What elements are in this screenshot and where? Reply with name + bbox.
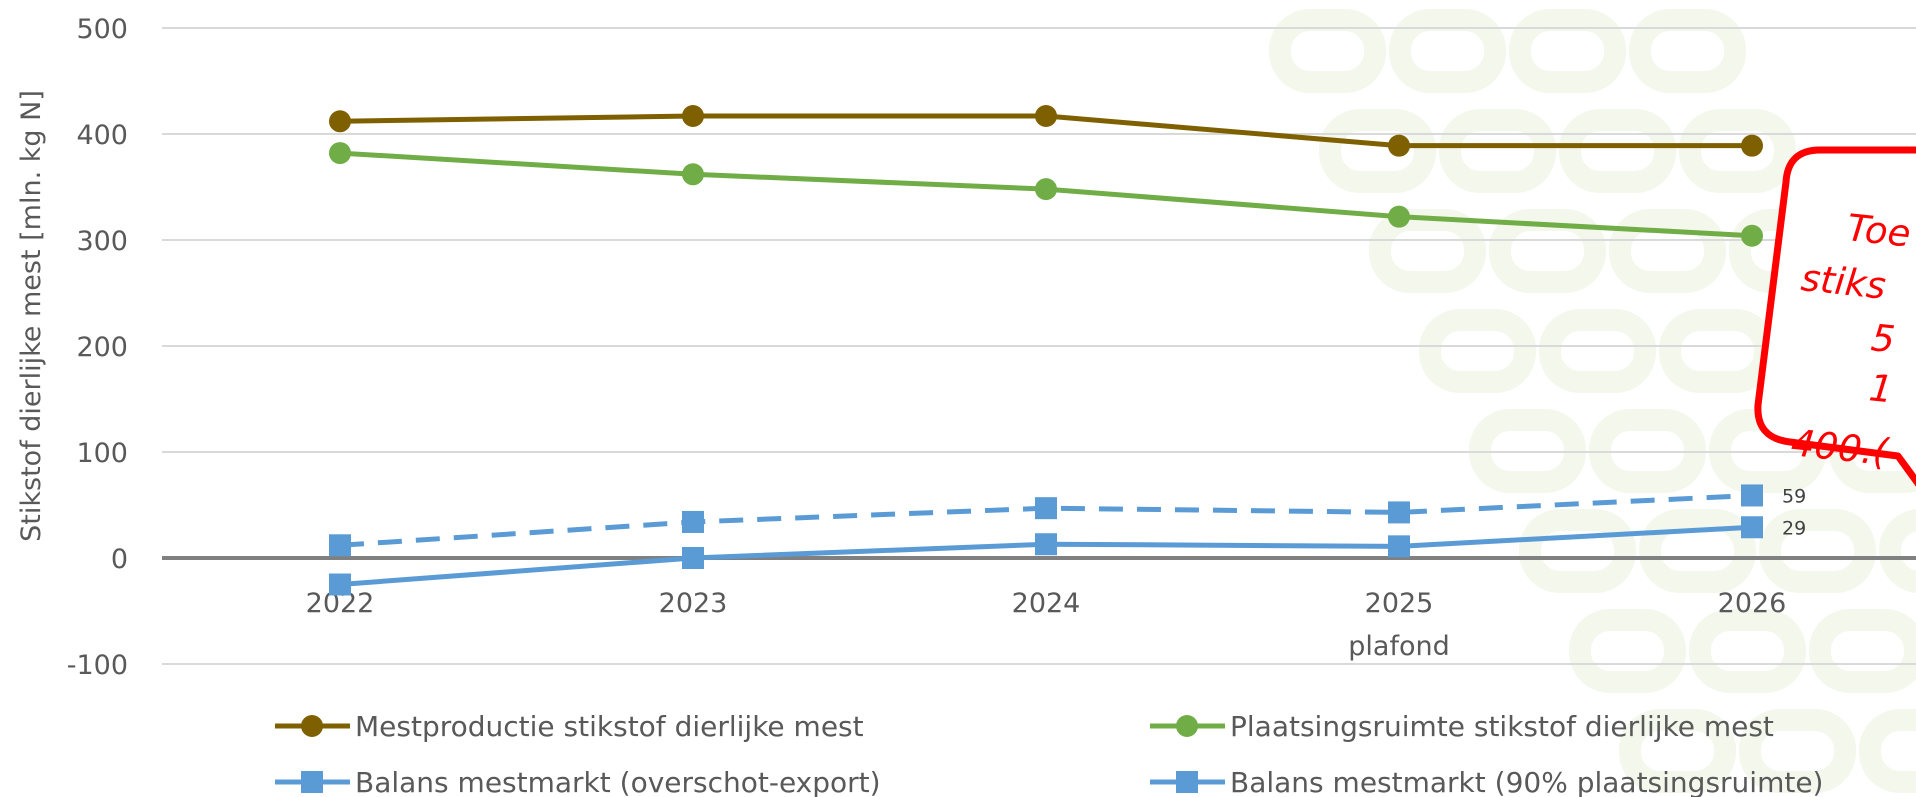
x-tick-sublabel: plafond — [1348, 631, 1449, 662]
legend-label: Balans mestmarkt (overschot-export) — [355, 766, 881, 797]
watermark-shape — [1439, 109, 1556, 193]
y-axis-title: Stikstof dierlijke mest [mln. kg N] — [16, 90, 47, 542]
legend-swatch-marker — [1176, 771, 1198, 793]
series-point — [1035, 104, 1057, 127]
series-point — [329, 110, 351, 133]
watermark-shape — [1659, 309, 1776, 393]
series-point — [1035, 178, 1057, 201]
y-axis-ticks: -100 0 100 200 300 400 500 — [67, 14, 128, 681]
watermark-shape — [1619, 709, 1736, 793]
x-tick-label: 2023 — [659, 588, 728, 619]
legend-swatch-marker — [301, 771, 323, 793]
y-tick-label: 200 — [76, 332, 128, 363]
series-point — [682, 104, 704, 127]
watermark-shape — [1859, 709, 1916, 793]
y-tick-label: 0 — [111, 544, 128, 575]
series-point — [1035, 533, 1057, 556]
callout-text-line: Toe — [1845, 206, 1913, 255]
y-tick-label: 500 — [76, 14, 128, 45]
y-tick-label: 300 — [76, 226, 128, 257]
watermark-shape — [1539, 309, 1656, 393]
legend-label: Mestproductie stikstof dierlijke mest — [355, 710, 864, 743]
series-point — [1388, 501, 1410, 524]
watermark-shape — [1319, 109, 1436, 193]
watermark-shape — [1269, 9, 1386, 93]
watermark-shape — [1689, 609, 1806, 693]
series-point — [1741, 134, 1763, 157]
series-point — [682, 163, 704, 186]
y-tick-label: 100 — [76, 438, 128, 469]
data-label: 59 — [1782, 485, 1806, 507]
watermark-shape — [1509, 9, 1626, 93]
watermark-shape — [1389, 9, 1506, 93]
callout-bubble — [1754, 146, 1916, 487]
x-tick-label: 2026 — [1718, 588, 1787, 619]
callout-text-line: 5 — [1869, 316, 1897, 361]
series-point — [682, 547, 704, 569]
series-point — [1741, 516, 1763, 539]
series-point — [329, 573, 351, 596]
data-label: 29 — [1782, 517, 1806, 539]
watermark-shape — [1419, 309, 1536, 393]
watermark-shape — [1809, 609, 1916, 693]
watermark-shape — [1489, 209, 1606, 293]
series-point — [1388, 134, 1410, 157]
series-group — [329, 104, 1763, 596]
legend: Mestproductie stikstof dierlijke mest Pla… — [275, 710, 1823, 797]
x-tick-label: 2024 — [1012, 588, 1081, 619]
series-point — [1035, 497, 1057, 520]
watermark-shape — [1519, 509, 1636, 593]
watermark-shape — [1369, 209, 1486, 293]
legend-swatch-marker — [1176, 715, 1198, 737]
watermark-shape — [1739, 709, 1856, 793]
watermark-shape — [1759, 509, 1876, 593]
watermark-shape — [1629, 9, 1746, 93]
callout-text-line: 400.( — [1789, 421, 1891, 474]
y-tick-label: 400 — [76, 120, 128, 151]
series-point — [1388, 205, 1410, 228]
legend-swatch-marker — [301, 715, 323, 737]
watermark-shape — [1879, 509, 1916, 593]
series-point — [1388, 535, 1410, 558]
series-point — [329, 142, 351, 165]
watermark-shape — [1559, 109, 1676, 193]
gridlines — [162, 27, 1916, 665]
watermark-shape — [1679, 109, 1796, 193]
watermark-shape — [1569, 609, 1686, 693]
callout-text-line: stiks — [1799, 256, 1888, 308]
callout-text-line: 1 — [1867, 366, 1895, 411]
series-point — [682, 510, 704, 533]
series-point — [1741, 484, 1763, 507]
watermark-shape — [1639, 509, 1756, 593]
series-point — [329, 534, 351, 557]
watermark-shape — [1609, 209, 1726, 293]
legend-label: Balans mestmarkt (90% plaatsingsruimte) — [1230, 766, 1823, 797]
y-tick-label: -100 — [67, 650, 128, 681]
x-tick-label: 2025 — [1365, 588, 1434, 619]
legend-label: Plaatsingsruimte stikstof dierlijke mest — [1230, 710, 1774, 743]
series-point — [1741, 224, 1763, 247]
